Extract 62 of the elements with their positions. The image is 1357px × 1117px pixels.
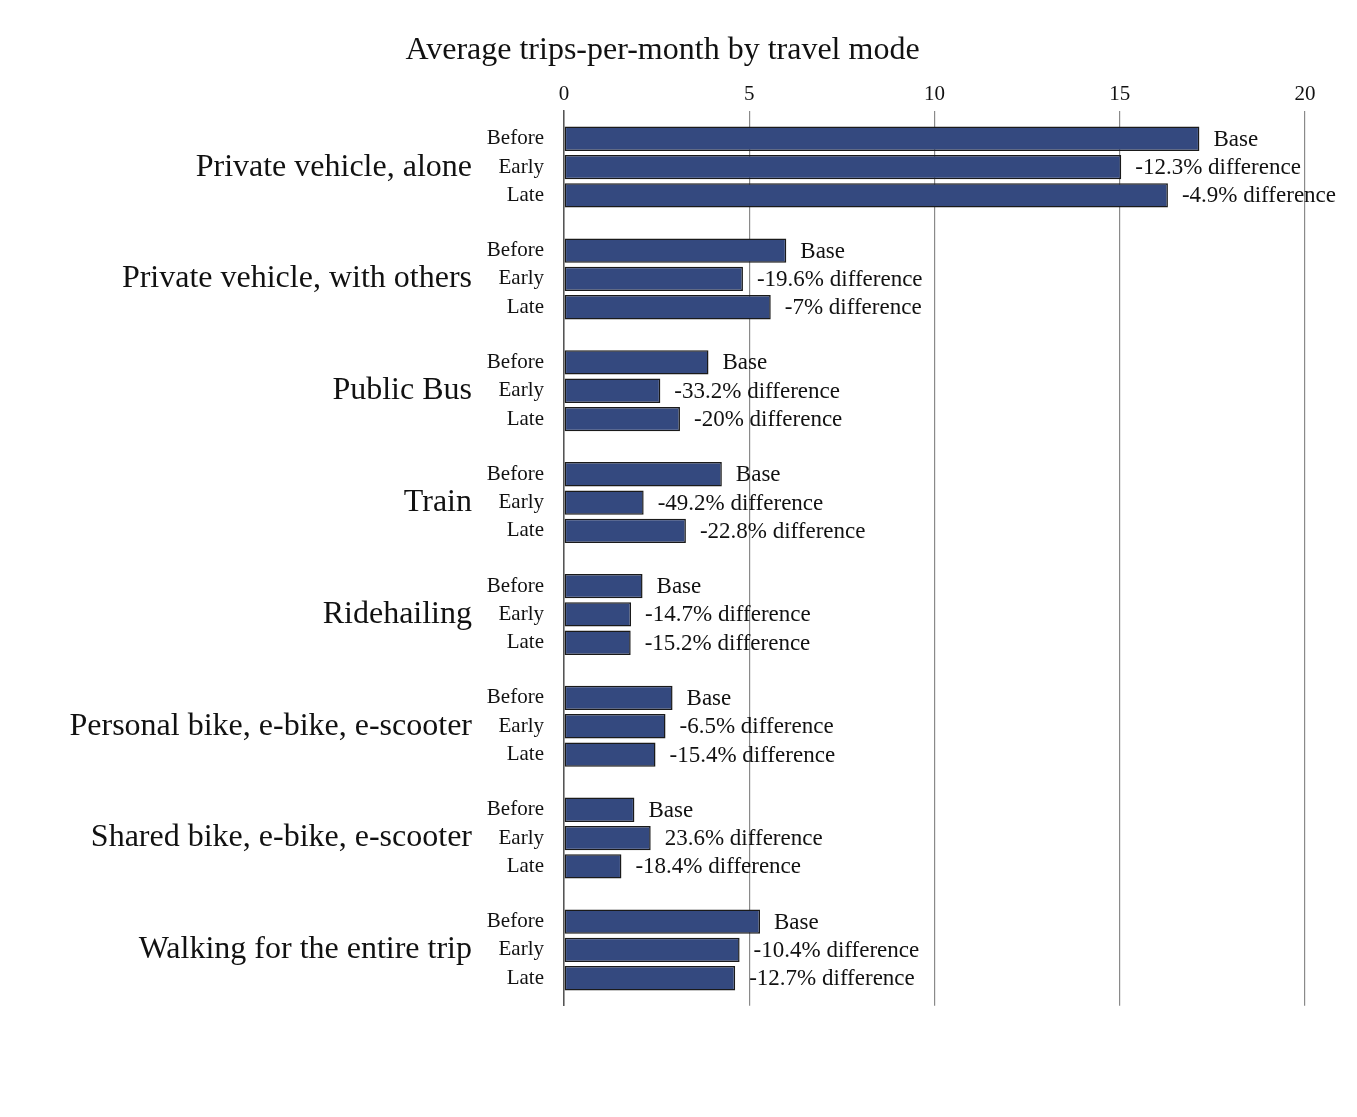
y-tick-label: Walking for the entire trip — [138, 929, 472, 966]
text: Before — [486, 348, 544, 373]
y-tick-label: Private vehicle, with others — [121, 258, 472, 295]
text: Before — [486, 237, 544, 262]
annotation: Base — [773, 908, 819, 934]
annotation: -18.4% difference — [635, 853, 802, 879]
annotation: Base — [648, 796, 694, 822]
annotation: Base — [735, 461, 781, 487]
text: Late — [506, 293, 544, 318]
text: Late — [506, 629, 544, 654]
annotation: Base — [722, 349, 768, 375]
series-label: Before — [486, 125, 544, 150]
annotation: 23.6% difference — [664, 825, 823, 851]
text: Early — [498, 936, 544, 961]
text: Before — [486, 572, 544, 597]
annotation: -12.3% difference — [1135, 154, 1301, 180]
text: Early — [498, 600, 544, 625]
text: Early — [498, 824, 544, 849]
annotation: -15.4% difference — [669, 741, 836, 767]
text: Before — [486, 460, 544, 485]
annotation: Base — [656, 573, 702, 599]
text: Late — [506, 964, 544, 989]
annotation: Base — [1213, 125, 1259, 151]
text: Before — [486, 908, 544, 933]
x-tick-label: 0 — [558, 81, 570, 106]
annotation: Base — [686, 684, 732, 710]
annotation: Base — [800, 237, 846, 263]
annotation: -22.8% difference — [699, 517, 866, 543]
text: Early — [498, 712, 544, 737]
text: Late — [506, 405, 544, 430]
annotation: -20% difference — [693, 406, 843, 432]
annotation: -7% difference — [784, 294, 922, 320]
text: Early — [498, 377, 544, 402]
text: Late — [506, 517, 544, 542]
annotation: -14.7% difference — [645, 601, 811, 627]
y-tick-label: Private vehicle, alone — [195, 146, 472, 183]
annotation: -12.7% difference — [749, 965, 915, 991]
annotation: -15.2% difference — [644, 629, 811, 655]
text: Late — [506, 741, 544, 766]
x-tick-label: 15 — [1109, 81, 1131, 106]
text: Before — [486, 684, 544, 709]
series-label: Early — [498, 153, 545, 178]
chart-title: Average trips-per-month by travel mode — [405, 30, 920, 67]
annotation: -49.2% difference — [657, 489, 824, 515]
annotation: -6.5% difference — [679, 713, 834, 739]
annotation: -4.9% difference — [1181, 182, 1337, 208]
y-tick-label: Personal bike, e-bike, e-scooter — [69, 705, 473, 742]
y-tick-label: Shared bike, e-bike, e-scooter — [90, 817, 473, 854]
text: Early — [498, 265, 544, 290]
annotation: -10.4% difference — [753, 936, 920, 962]
text: Before — [486, 796, 544, 821]
x-tick-label: 20 — [1294, 81, 1316, 106]
y-tick-label: Public Bus — [332, 370, 472, 407]
text: Late — [506, 852, 544, 877]
text: Early — [498, 489, 544, 514]
y-tick-label: Ridehailing — [322, 593, 472, 630]
x-tick-label: 5 — [744, 81, 755, 106]
annotation: -19.6% difference — [756, 265, 923, 291]
series-label: Late — [506, 181, 544, 206]
y-tick-label: Train — [403, 481, 472, 518]
annotation: -33.2% difference — [674, 377, 840, 403]
x-tick-label: 10 — [924, 81, 945, 106]
